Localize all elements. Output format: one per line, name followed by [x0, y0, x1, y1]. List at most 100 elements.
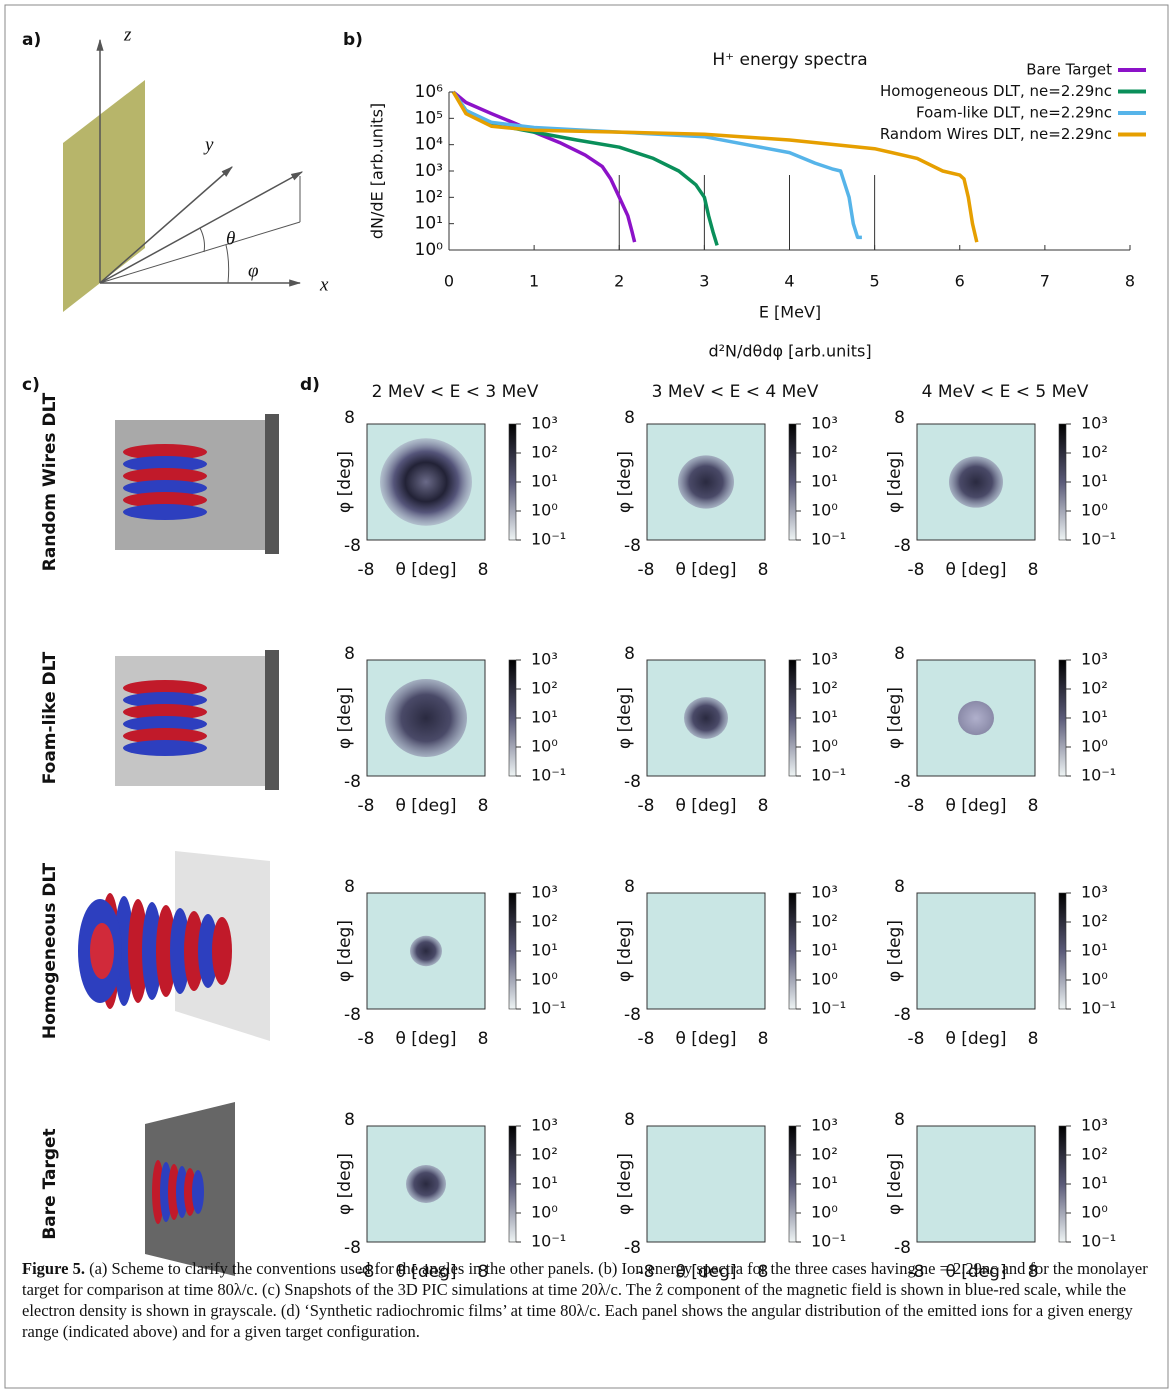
y-axis-label: φ [deg] [885, 687, 905, 749]
y-tick-label: 8 [894, 1110, 905, 1130]
colorbar-tick-label: 10⁰ [531, 1203, 558, 1222]
film-spot [678, 455, 734, 508]
panel-label: c) [22, 375, 40, 395]
x-axis-label: θ [deg] [395, 1029, 456, 1049]
y-tick-label: 8 [894, 644, 905, 664]
y-tick-label: 10⁵ [415, 108, 443, 128]
colorbar-tick-label: 10⁰ [1081, 1203, 1108, 1222]
x-tick-label: -8 [638, 560, 655, 580]
x-tick-label: 8 [478, 560, 489, 580]
x-axis-label: θ [deg] [945, 560, 1006, 580]
x-axis-label: θ [deg] [945, 796, 1006, 816]
colorbar-tick-label: 10² [531, 443, 558, 462]
y-axis-label: φ [deg] [615, 1153, 635, 1215]
field-band [212, 917, 232, 985]
plane [63, 80, 145, 312]
x-tick-label: -8 [908, 796, 925, 816]
colorbar-tick-label: 10² [531, 679, 558, 698]
caption-text: (a) Scheme to clarify the conventions us… [22, 1259, 1148, 1341]
x-tick-label: -8 [908, 1029, 925, 1049]
colorbar-tick-label: 10⁰ [811, 501, 838, 520]
y-axis-label: φ [deg] [335, 687, 355, 749]
angle-arc [226, 245, 229, 283]
panel-label: d) [300, 375, 320, 395]
legend-label: Random Wires DLT, ne=2.29nc [880, 125, 1112, 143]
x-tick-label: 8 [1028, 1029, 1039, 1049]
colorbar-tick-label: 10³ [531, 650, 558, 669]
y-tick-label: 10⁶ [415, 82, 444, 102]
colorbar-tick-label: 10² [811, 443, 838, 462]
colorbar-tick-label: 10³ [1081, 1116, 1108, 1135]
colorbar-tick-label: 10³ [1081, 414, 1108, 433]
x-tick-label: 0 [444, 272, 454, 291]
colorbar [1059, 424, 1066, 540]
field-band [192, 1170, 204, 1214]
field-band [123, 504, 207, 520]
colorbar-tick-label: 10² [1081, 679, 1108, 698]
colorbar-tick-label: 10⁰ [1081, 501, 1108, 520]
angle-name: φ [248, 260, 259, 281]
x-tick-label: -8 [908, 560, 925, 580]
colorbar-tick-label: 10² [1081, 1145, 1108, 1164]
colorbar-tick-label: 10¹ [1081, 941, 1108, 960]
legend-label: Bare Target [1026, 61, 1112, 79]
column-title: 4 MeV < E < 5 MeV [922, 382, 1089, 402]
legend-label: Foam-like DLT, ne=2.29nc [916, 104, 1112, 122]
axis-name: z [123, 24, 132, 45]
colorbar [509, 424, 516, 540]
colorbar [509, 660, 516, 776]
colorbar-tick-label: 10⁻¹ [1081, 1232, 1116, 1251]
angle-arc [200, 228, 205, 252]
colorbar-tick-label: 10¹ [531, 941, 558, 960]
x-tick-label: -8 [358, 560, 375, 580]
y-tick-label: 10² [415, 187, 443, 207]
colorbar-tick-label: 10³ [811, 414, 838, 433]
caption: Figure 5. (a) Scheme to clarify the conv… [22, 1258, 1150, 1342]
colorbar-tick-label: 10⁰ [1081, 737, 1108, 756]
y-axis-label: φ [deg] [615, 920, 635, 982]
film-spot [406, 1165, 446, 1203]
row-label: Homogeneous DLT [40, 863, 60, 1040]
x-tick-label: -8 [638, 1029, 655, 1049]
colorbar-tick-label: 10⁰ [811, 970, 838, 989]
y-tick-label: 8 [894, 408, 905, 428]
colorbar-tick-label: 10⁻¹ [1081, 766, 1116, 785]
colorbar [789, 660, 796, 776]
colorbar-tick-label: 10⁰ [531, 737, 558, 756]
angle-name: θ [226, 228, 235, 249]
colorbar-tick-label: 10¹ [1081, 1174, 1108, 1193]
colorbar [789, 424, 796, 540]
colorbar-tick-label: 10⁰ [531, 970, 558, 989]
y-tick-label: 8 [344, 644, 355, 664]
colorbar-tick-label: 10³ [531, 1116, 558, 1135]
y-tick-label: -8 [624, 772, 641, 792]
x-tick-label: -8 [358, 796, 375, 816]
colorbar-tick-label: 10² [1081, 912, 1108, 931]
y-tick-label: 8 [344, 1110, 355, 1130]
y-tick-label: 8 [624, 644, 635, 664]
y-axis-label: dN/dE [arb.units] [368, 103, 387, 239]
film-plot [647, 1126, 765, 1242]
y-axis-label: φ [deg] [885, 451, 905, 513]
colorbar-tick-label: 10⁻¹ [531, 530, 566, 549]
colorbar-tick-label: 10⁰ [531, 501, 558, 520]
colorbar [1059, 1126, 1066, 1242]
target-back [265, 650, 279, 790]
x-tick-label: 8 [1125, 272, 1135, 291]
chart-title: H⁺ energy spectra [712, 50, 867, 70]
films-header: d²N/dθdφ [arb.units] [708, 342, 871, 361]
y-axis-label: φ [deg] [885, 1153, 905, 1215]
y-axis-label: φ [deg] [885, 920, 905, 982]
row-label: Bare Target [40, 1128, 60, 1239]
colorbar-tick-label: 10² [811, 912, 838, 931]
colorbar-tick-label: 10³ [811, 1116, 838, 1135]
target-back [265, 414, 279, 554]
y-tick-label: -8 [344, 1005, 361, 1025]
colorbar [509, 893, 516, 1009]
legend-label: Homogeneous DLT, ne=2.29nc [880, 82, 1112, 100]
colorbar-tick-label: 10⁰ [1081, 970, 1108, 989]
x-tick-label: 2 [614, 272, 624, 291]
colorbar [1059, 893, 1066, 1009]
colorbar-tick-label: 10⁻¹ [811, 1232, 846, 1251]
page: a) b) c) d) z y θ φ x H⁺ energy spectra … [0, 0, 1173, 1393]
